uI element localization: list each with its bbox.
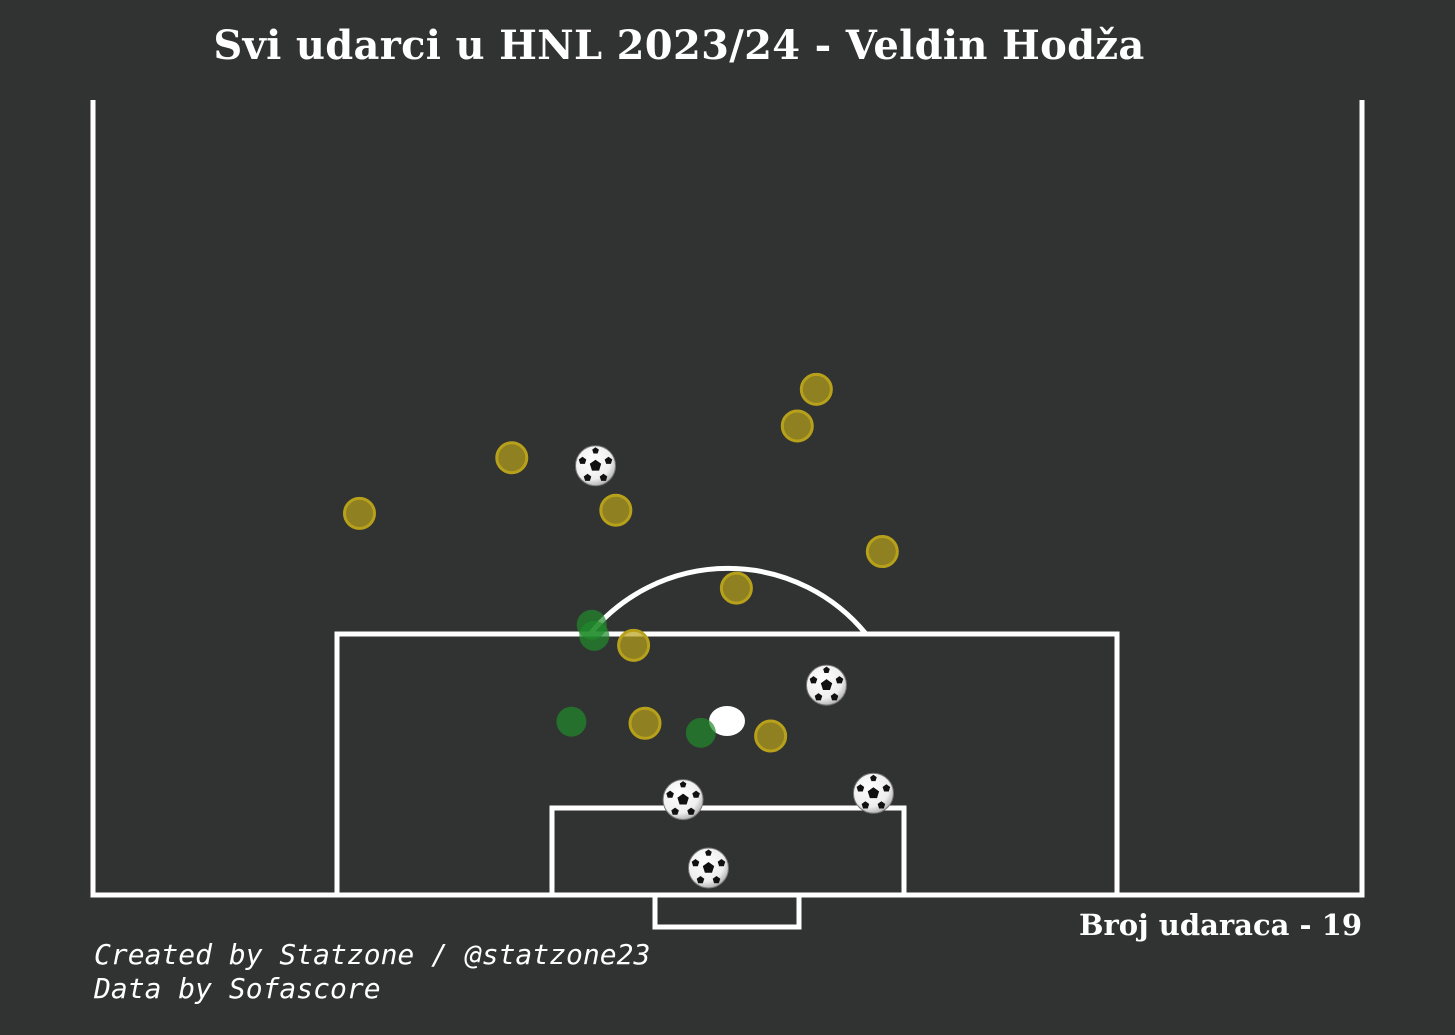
six-yard-box — [549, 805, 907, 898]
goal-shot-ball-icon — [662, 779, 704, 821]
shots-layer — [342, 372, 899, 889]
chart-title: Svi udarci u HNL 2023/24 - Veldin Hodža — [213, 22, 1145, 69]
goal-shot-ball-icon — [852, 772, 894, 814]
missed-shot-marker — [495, 441, 529, 475]
penalty-area — [334, 631, 1120, 898]
missed-shot-marker — [628, 706, 662, 740]
blocked-shot-marker — [556, 706, 587, 737]
missed-shot-marker — [865, 535, 899, 569]
pitch-outline — [90, 100, 1365, 898]
goal-shot-ball-icon — [687, 847, 729, 889]
penalty-spot — [709, 706, 745, 736]
missed-shot-marker — [617, 628, 651, 662]
credits: Created by Statzone / @statzone23 Data b… — [94, 938, 650, 1006]
penalty-arc — [588, 566, 868, 636]
goal-shot-ball-icon — [805, 664, 847, 706]
blocked-shot-marker — [579, 620, 610, 651]
credits-line-creator: Created by Statzone / @statzone23 — [94, 938, 651, 971]
goal-shot-ball-icon — [575, 445, 617, 487]
missed-shot-marker — [342, 496, 376, 530]
missed-shot-marker — [599, 493, 633, 527]
goal — [652, 892, 802, 930]
credits-line-source: Data by Sofascore — [94, 972, 381, 1005]
missed-shot-marker — [780, 409, 814, 443]
blocked-shot-marker — [685, 717, 716, 748]
missed-shot-marker — [754, 719, 788, 753]
shot-count: Broj udaraca - 19 — [1079, 908, 1362, 942]
missed-shot-marker — [719, 571, 753, 605]
missed-shot-marker — [799, 372, 833, 406]
